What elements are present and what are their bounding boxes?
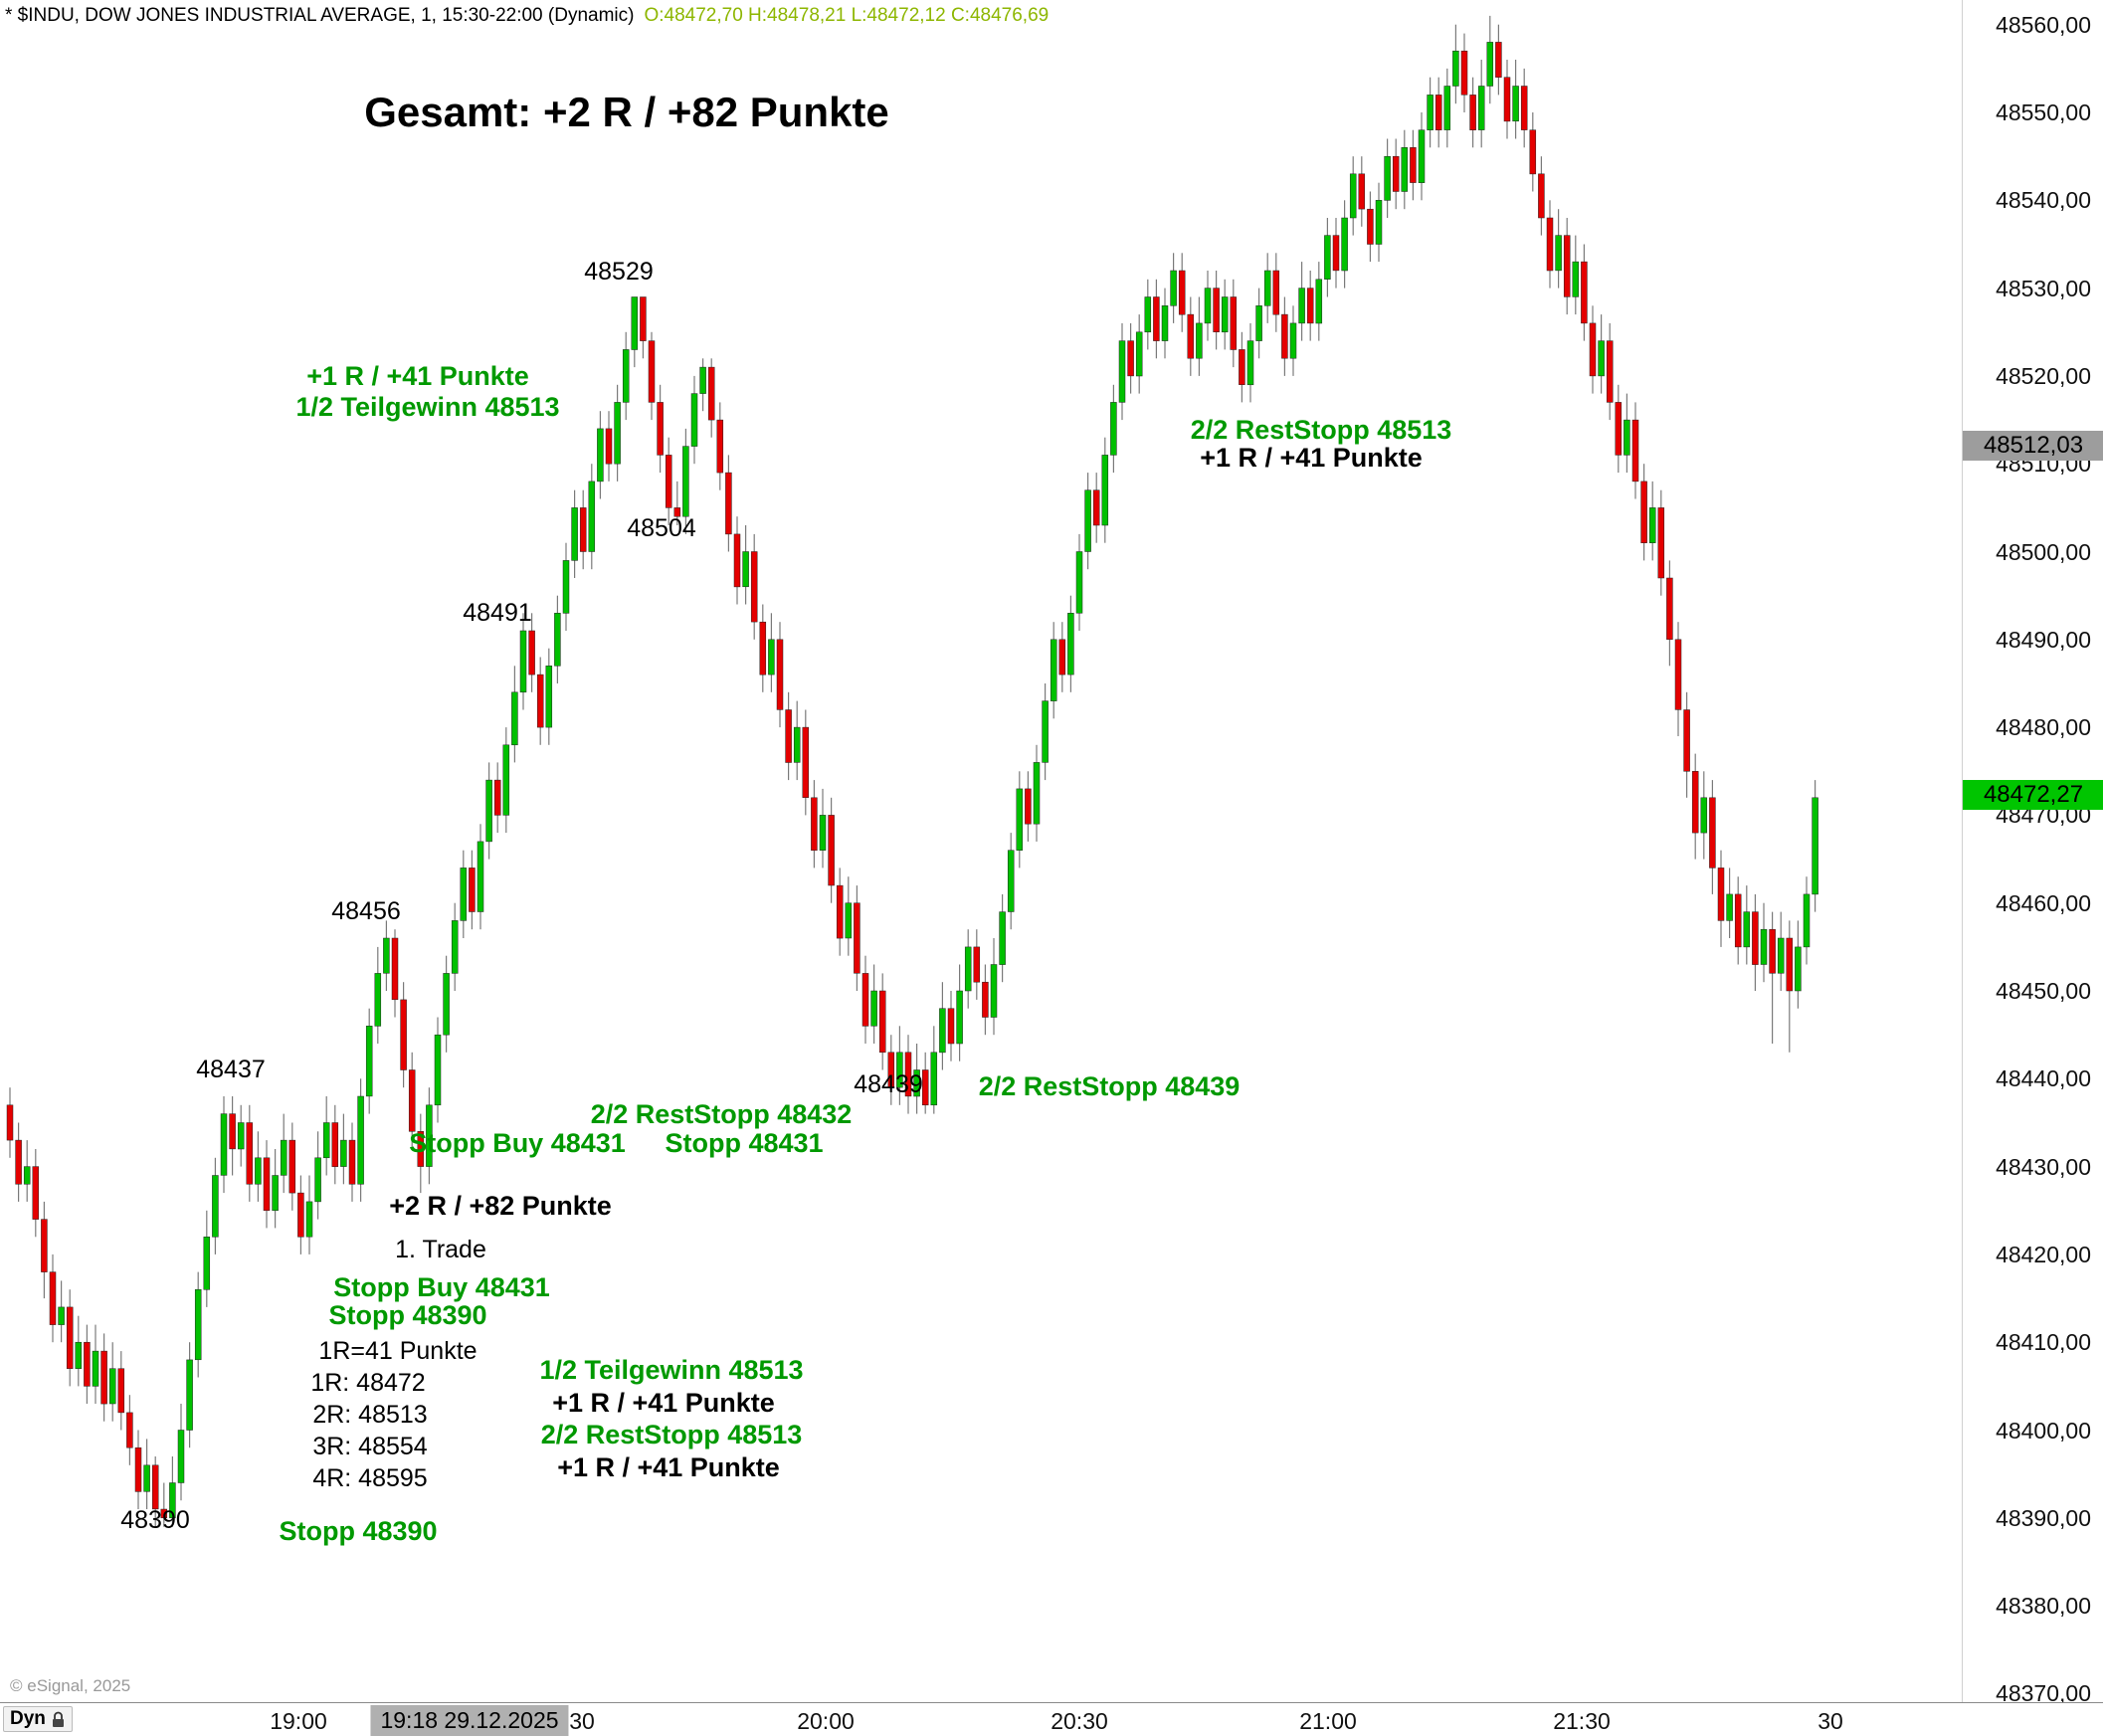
chart-annotation: 1/2 Teilgewinn 48513 [539,1355,804,1385]
y-axis-label: 48450,00 [1996,978,2091,1005]
chart-annotation: 1/2 Teilgewinn 48513 [295,392,560,422]
price-axis[interactable]: 48560,00 48550,00 48540,00 48530,00 48520,00… [1962,0,2103,1706]
chart-annotation: 48437 [196,1056,266,1083]
y-axis-label: 48430,00 [1996,1153,2091,1180]
price-tag: 48512,03 [1963,431,2103,462]
x-axis-label: 21:30 [1553,1708,1611,1734]
y-axis-label: 48380,00 [1996,1593,2091,1620]
lock-icon [52,1711,64,1727]
chart-annotation: +1 R / +41 Punkte [1200,443,1423,473]
y-axis-label: 48490,00 [1996,626,2091,653]
annotation-layer: Gesamt: +2 R / +82 Punkte 48529 +1 R / +41… [120,89,1452,1546]
chart-annotation: Stopp Buy 48431 [409,1128,626,1158]
chart-header: * $INDU, DOW JONES INDUSTRIAL AVERAGE, 1… [5,5,1049,27]
y-axis-label: 48530,00 [1996,275,2091,301]
chart-annotation: 48504 [627,514,696,542]
y-axis-label: 48400,00 [1996,1417,2091,1444]
chart-annotation: +1 R / +41 Punkte [557,1452,780,1482]
chart-annotation: Stopp 48390 [328,1300,487,1330]
chart-annotation: 48390 [120,1506,190,1534]
price-tag: 48472,27 [1963,780,2103,811]
y-axis-label: 48440,00 [1996,1065,2091,1092]
x-axis-label: 19:00 [270,1708,327,1734]
chart-annotation: 2R: 48513 [312,1401,428,1429]
y-axis-label: 48420,00 [1996,1241,2091,1267]
chart-annotation: 3R: 48554 [312,1433,428,1460]
chart-annotation: 1. Trade [395,1236,486,1263]
candlestick-layer [6,15,1818,1527]
chart-annotation: +1 R / +41 Punkte [552,1388,775,1418]
chart-annotation: 4R: 48595 [312,1464,428,1492]
chart-annotation: +1 R / +41 Punkte [306,361,529,391]
time-axis[interactable]: Dyn 19:00 30 20:00 20:30 21:00 21:30 30 19:18 2… [0,1702,2103,1736]
x-axis-label: 21:00 [1299,1708,1357,1734]
chart-annotation: Stopp 48431 [665,1128,824,1158]
y-axis-label: 48520,00 [1996,362,2091,389]
x-axis-label: 20:30 [1051,1708,1108,1734]
chart-annotation: 1R=41 Punkte [318,1337,478,1365]
dyn-scale-toggle[interactable]: Dyn [3,1706,73,1732]
chart-annotation: Stopp 48390 [279,1516,438,1546]
chart-annotation: Gesamt: +2 R / +82 Punkte [364,89,889,135]
y-axis-label: 48540,00 [1996,187,2091,214]
cursor-time-box: 19:18 29.12.2025 [370,1705,569,1736]
chart-canvas[interactable]: * $INDU, DOW JONES INDUSTRIAL AVERAGE, 1… [0,0,1962,1702]
chart-annotation: Stopp Buy 48431 [333,1272,550,1302]
y-axis-label: 48390,00 [1996,1504,2091,1531]
copyright-label: © eSignal, 2025 [10,1676,131,1695]
chart-annotation: 48491 [463,599,532,627]
chart-annotation: 2/2 RestStopp 48432 [590,1099,853,1129]
dyn-label: Dyn [10,1708,46,1729]
x-axis-label: 20:00 [797,1708,855,1734]
chart-annotation: 48439 [854,1070,923,1098]
symbol-title: * $INDU, DOW JONES INDUSTRIAL AVERAGE, 1… [5,5,635,26]
y-axis-label: 48460,00 [1996,889,2091,916]
chart-annotation: 1R: 48472 [310,1369,426,1397]
y-axis-label: 48560,00 [1996,11,2091,38]
x-axis-label: 30 [1817,1708,1843,1734]
chart-annotation: 2/2 RestStopp 48439 [978,1071,1241,1101]
y-axis-label: 48480,00 [1996,714,2091,741]
y-axis-label: 48500,00 [1996,538,2091,565]
chart-annotation: +2 R / +82 Punkte [389,1191,612,1221]
y-axis-label: 48410,00 [1996,1329,2091,1356]
ohlc-quote: O:48472,70 H:48478,21 L:48472,12 C:48476… [644,5,1050,26]
chart-annotation: 2/2 RestStopp 48513 [1190,415,1452,445]
y-axis-label: 48550,00 [1996,99,2091,126]
chart-annotation: 48456 [331,897,401,925]
chart-annotation: 2/2 RestStopp 48513 [540,1420,803,1449]
chart-annotation: 48529 [584,258,654,286]
x-axis-label: 30 [569,1708,595,1734]
